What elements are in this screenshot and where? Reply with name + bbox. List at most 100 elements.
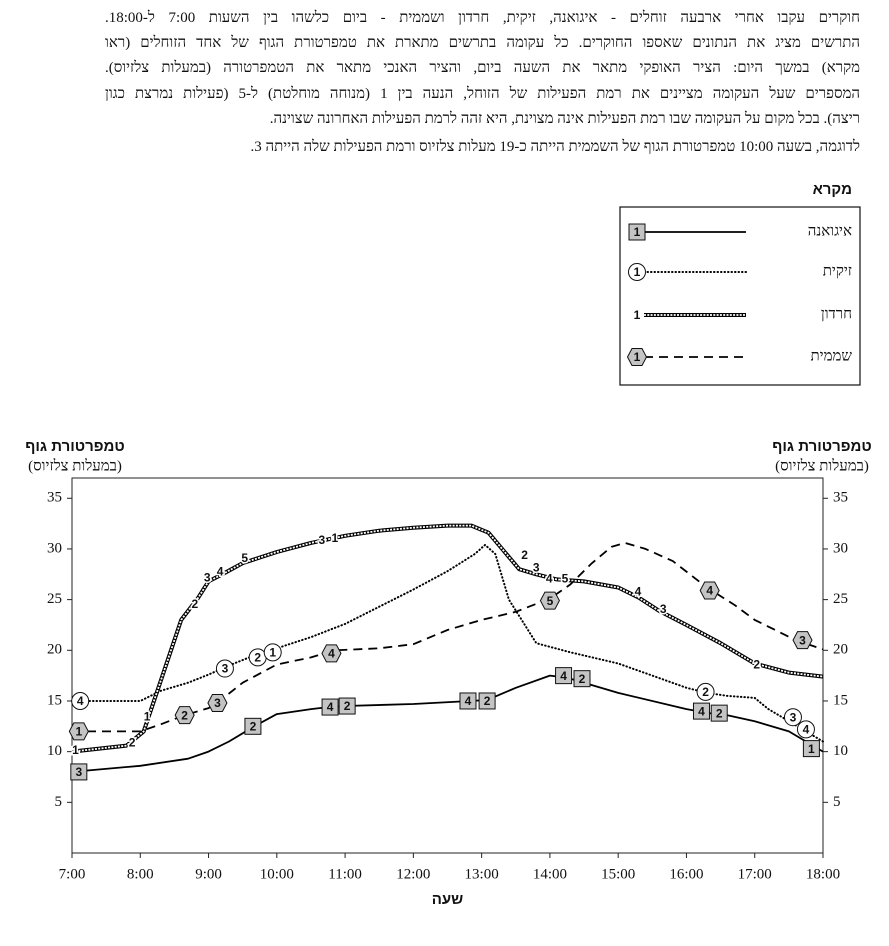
activity-level: 2	[579, 672, 586, 686]
activity-level: 5	[241, 551, 248, 565]
activity-marker	[70, 763, 88, 781]
y-tick-label: 25	[47, 591, 62, 607]
activity-marker	[783, 708, 802, 727]
intro-text: ריצה). בכל מקום על העקומה שבו רמת הפעילו…	[269, 111, 860, 127]
activity-level: 3	[204, 570, 211, 584]
activity-marker	[692, 702, 710, 720]
activity-level: 3	[319, 533, 326, 547]
x-tick-label: 17:00	[738, 866, 772, 882]
activity-marker	[215, 659, 234, 678]
activity-marker	[321, 698, 339, 716]
activity-level: 4	[560, 669, 567, 683]
y2-axis-title: טמפרטורת גוף	[772, 438, 871, 455]
y2-axis-title: (במעלות צלזיוס)	[775, 457, 869, 474]
activity-level: 1	[332, 531, 339, 545]
activity-level: 1	[144, 709, 151, 723]
activity-level: 4	[217, 564, 224, 578]
activity-level: 4	[698, 704, 705, 718]
line-inner	[71, 524, 824, 753]
y2-tick-label: 30	[833, 540, 848, 556]
activity-level: 2	[181, 708, 188, 722]
activity-level: 4	[635, 585, 642, 599]
activity-marker	[459, 692, 477, 710]
x-tick-label: 14:00	[533, 866, 567, 882]
legend-label: חרדון	[821, 306, 852, 322]
activity-marker	[628, 263, 646, 281]
activity-marker	[174, 706, 195, 725]
activity-level: 5	[562, 572, 569, 586]
x-tick-label: 18:00	[806, 866, 840, 882]
x-tick-label: 7:00	[59, 866, 86, 882]
activity-marker	[263, 643, 282, 662]
activity-marker	[628, 223, 646, 241]
intro-text: התרשים מציג את הנתונים שאספו החוקרים. כל…	[105, 35, 860, 51]
x-tick-label: 13:00	[465, 866, 499, 882]
x-tick-label: 9:00	[195, 866, 222, 882]
activity-marker	[478, 692, 496, 710]
activity-marker	[573, 670, 591, 688]
activity-marker	[792, 631, 813, 650]
y-axis-title: טמפרטורת גוף	[25, 438, 124, 455]
legend-label: זיקית	[823, 263, 852, 279]
activity-level: 4	[328, 647, 335, 661]
activity-level: 5	[547, 594, 554, 608]
activity-level: 1	[808, 742, 815, 756]
series-line	[72, 542, 824, 733]
x-tick-label: 8:00	[127, 866, 154, 882]
activity-level: 4	[77, 694, 84, 708]
activity-level: 1	[634, 350, 641, 364]
y2-tick-label: 25	[833, 591, 848, 607]
activity-marker	[71, 691, 90, 710]
activity-level: 1	[72, 743, 79, 757]
y2-tick-label: 15	[833, 692, 848, 708]
intro-text: מקרא) במשך היום: הציר האופקי מתאר את השע…	[105, 60, 860, 76]
activity-marker	[802, 740, 820, 758]
y2-tick-label: 35	[833, 490, 848, 506]
activity-level: 3	[222, 662, 229, 676]
activity-level: 1	[634, 225, 641, 239]
y-tick-label: 30	[47, 540, 62, 556]
activity-marker	[68, 722, 89, 741]
activity-level: 2	[344, 699, 351, 713]
activity-level: 2	[484, 694, 491, 708]
legend-label: איגואנה	[808, 223, 852, 239]
activity-level: 4	[803, 723, 810, 737]
y2-tick-label: 20	[833, 642, 848, 658]
activity-level: 1	[269, 645, 276, 659]
legend-box	[619, 206, 861, 386]
example-text: לדוגמה, בשעה 10:00 טמפרטורת הגוף של השממ…	[250, 139, 860, 155]
activity-marker	[626, 348, 648, 366]
activity-level: 2	[716, 706, 723, 720]
activity-marker	[539, 591, 560, 610]
activity-level: 1	[634, 308, 641, 322]
activity-level: 4	[327, 700, 334, 714]
x-tick-label: 16:00	[669, 866, 703, 882]
activity-level: 2	[702, 685, 709, 699]
legend-title: מקרא	[813, 181, 852, 198]
x-tick-label: 10:00	[260, 866, 294, 882]
x-tick-label: 12:00	[396, 866, 430, 882]
activity-level: 2	[753, 658, 760, 672]
activity-level: 3	[214, 696, 221, 710]
activity-level: 3	[533, 560, 540, 574]
activity-level: 2	[129, 736, 136, 750]
x-tick-label: 11:00	[328, 866, 362, 882]
activity-level: 1	[634, 265, 641, 279]
y2-tick-label: 10	[833, 743, 848, 759]
activity-level: 4	[706, 584, 713, 598]
x-axis-title: שעה	[432, 891, 464, 908]
activity-marker	[699, 581, 720, 600]
activity-marker	[321, 644, 342, 663]
activity-level: 3	[799, 633, 806, 647]
activity-marker	[796, 720, 815, 739]
y-axis-title: (במעלות צלזיוס)	[28, 457, 122, 474]
legend-label: שממית	[811, 348, 853, 364]
activity-level: 3	[790, 710, 797, 724]
activity-level: 2	[250, 719, 257, 733]
x-tick-label: 15:00	[601, 866, 635, 882]
y-tick-label: 20	[47, 642, 62, 658]
activity-level: 2	[521, 548, 528, 562]
activity-marker	[207, 694, 228, 712]
